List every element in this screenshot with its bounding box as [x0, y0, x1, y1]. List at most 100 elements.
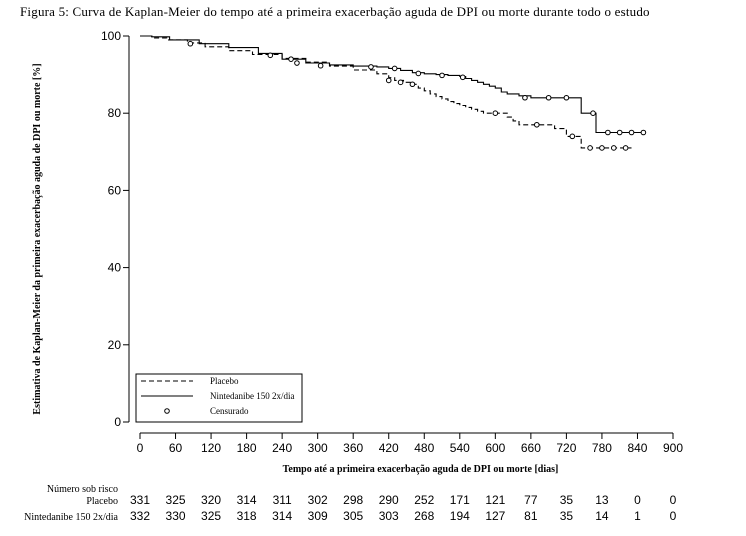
- censor-mark-placebo: [397, 79, 404, 86]
- censor-mark-nintedanib: [459, 74, 466, 81]
- chart-legend: Placebo Nintedanibe 150 2x/dia Censurado: [135, 373, 303, 423]
- series-line-placebo: [140, 35, 632, 149]
- risk-value: 1: [634, 509, 641, 523]
- risk-value: 81: [524, 509, 538, 523]
- risk-value: 325: [201, 509, 221, 523]
- x-tick-label: 720: [556, 441, 576, 455]
- risk-value: 298: [343, 493, 363, 507]
- risk-value: 35: [560, 509, 574, 523]
- censor-mark-nintedanib: [616, 129, 623, 136]
- y-tick-label: 80: [108, 106, 122, 120]
- risk-value: 77: [524, 493, 538, 507]
- risk-value: 320: [201, 493, 221, 507]
- risk-value: 314: [237, 493, 257, 507]
- censor-mark-nintedanib: [415, 70, 422, 77]
- censor-mark-nintedanib: [317, 62, 324, 69]
- censor-mark-nintedanib: [368, 64, 374, 70]
- risk-value: 330: [166, 509, 186, 523]
- censor-mark-nintedanib: [439, 72, 445, 79]
- risk-value: 302: [308, 493, 328, 507]
- risk-row-label: Placebo: [86, 496, 118, 507]
- censor-mark-placebo: [569, 133, 576, 140]
- x-tick-label: 480: [414, 441, 434, 455]
- risk-value: 314: [272, 509, 292, 523]
- censor-mark-placebo: [599, 145, 605, 151]
- risk-value: 325: [166, 493, 186, 507]
- legend-label-censored: Censurado: [210, 406, 249, 416]
- censor-mark-nintedanib: [628, 129, 635, 136]
- risk-value: 331: [130, 493, 150, 507]
- series-line-nintedanib: [140, 35, 644, 134]
- censor-mark-nintedanib: [522, 94, 528, 101]
- x-tick-label: 60: [169, 441, 183, 455]
- x-tick-label: 660: [521, 441, 541, 455]
- risk-value: 194: [450, 509, 470, 523]
- risk-value: 171: [450, 493, 470, 507]
- censor-mark-nintedanib: [391, 65, 398, 72]
- x-tick-label: 360: [343, 441, 363, 455]
- risk-row-label: Nintedanibe 150 2x/dia: [24, 512, 118, 523]
- legend-label-nintedanib: Nintedanibe 150 2x/dia: [210, 391, 294, 401]
- x-axis-label: Tempo até a primeira exacerbação aguda d…: [283, 464, 559, 475]
- x-tick-label: 420: [379, 441, 399, 455]
- censor-mark-placebo: [409, 81, 416, 88]
- censor-mark-nintedanib: [640, 129, 647, 136]
- y-axis-label: Estimativa de Kaplan-Meier da primeira e…: [32, 63, 43, 414]
- risk-value: 14: [595, 509, 609, 523]
- risk-value: 290: [379, 493, 399, 507]
- risk-table-header: Número sob risco: [47, 484, 118, 495]
- censor-mark-placebo: [622, 145, 629, 151]
- x-tick-label: 240: [272, 441, 292, 455]
- figure-title: Figura 5: Curva de Kaplan-Meier do tempo…: [20, 4, 650, 19]
- risk-value: 252: [414, 493, 434, 507]
- risk-value: 121: [485, 493, 505, 507]
- risk-value: 13: [595, 493, 609, 507]
- y-tick-label: 0: [114, 415, 121, 429]
- risk-value: 0: [634, 493, 641, 507]
- censor-mark-placebo: [492, 110, 499, 116]
- risk-value: 35: [560, 493, 574, 507]
- risk-value: 268: [414, 509, 434, 523]
- y-tick-label: 40: [108, 261, 122, 275]
- censor-mark-nintedanib: [288, 56, 294, 62]
- x-tick-label: 540: [450, 441, 470, 455]
- series-layer: [140, 35, 644, 149]
- y-tick-label: 100: [101, 29, 121, 43]
- censor-mark-nintedanib: [590, 110, 596, 116]
- legend-label-placebo: Placebo: [210, 376, 239, 386]
- x-tick-label: 0: [137, 441, 144, 455]
- censor-mark-placebo: [587, 145, 593, 151]
- legend-censored-marker: [164, 408, 170, 414]
- censor-mark-nintedanib: [563, 94, 570, 101]
- censor-mark-nintedanib: [545, 94, 552, 101]
- censor-mark-placebo: [533, 121, 540, 128]
- censor-mark-placebo: [610, 145, 617, 151]
- risk-value: 318: [237, 509, 257, 523]
- censor-mark-placebo: [294, 60, 300, 66]
- x-tick-label: 300: [308, 441, 328, 455]
- risk-value: 0: [670, 493, 677, 507]
- x-tick-label: 780: [592, 441, 612, 455]
- risk-value: 305: [343, 509, 363, 523]
- y-tick-label: 20: [108, 338, 122, 352]
- chart-axes: 0 20 40 60 80 100 0 60 120 180 240 300 360 420 480 540 6…: [32, 29, 683, 475]
- censor-mark-nintedanib: [605, 129, 611, 136]
- x-tick-label: 120: [201, 441, 221, 455]
- risk-value: 0: [670, 509, 677, 523]
- censor-layer: [187, 40, 647, 151]
- censor-mark-placebo: [187, 40, 194, 47]
- x-tick-label: 600: [485, 441, 505, 455]
- legend-box: [135, 373, 303, 423]
- x-tick-label: 900: [663, 441, 683, 455]
- risk-value: 127: [485, 509, 505, 523]
- risk-value: 309: [308, 509, 328, 523]
- x-tick-label: 840: [627, 441, 647, 455]
- risk-value: 311: [273, 493, 292, 507]
- risk-value: 303: [379, 509, 399, 523]
- risk-value: 332: [130, 509, 150, 523]
- x-tick-label: 180: [237, 441, 257, 455]
- censor-mark-placebo: [267, 52, 274, 59]
- censor-mark-placebo: [385, 77, 392, 84]
